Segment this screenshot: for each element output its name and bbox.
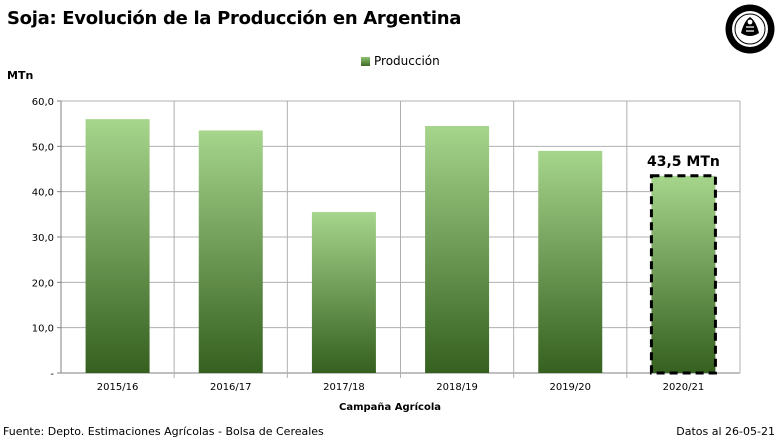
legend-swatch [361, 56, 370, 66]
x-tick-label: 2019/20 [549, 382, 591, 393]
y-tick-label: - [50, 369, 54, 380]
y-tick-label: 20,0 [32, 278, 54, 289]
y-tick-label: 50,0 [32, 142, 54, 153]
bolsa-de-cereales-logo [725, 4, 775, 54]
bar-2020-21 [649, 174, 717, 375]
x-tick-label: 2015/16 [97, 382, 139, 393]
chart-legend: Producción [361, 54, 440, 68]
bar-2018-19 [425, 125, 490, 373]
bar-2015-16 [85, 119, 150, 373]
bar-2019-20 [538, 150, 603, 373]
chart-title: Soja: Evolución de la Producción en Arge… [7, 8, 462, 29]
y-tick-label: 30,0 [32, 233, 54, 244]
y-tick-label: 40,0 [32, 188, 54, 199]
bar-2016-17 [198, 130, 263, 373]
x-axis-title: Campaña Agrícola [339, 402, 441, 413]
highlight-data-label: 43,5 MTn [647, 154, 720, 170]
x-tick-label: 2020/21 [663, 382, 705, 393]
x-tick-label: 2016/17 [210, 382, 252, 393]
y-axis-unit: MTn [7, 69, 34, 82]
legend-label: Producción [374, 54, 440, 68]
x-tick-label: 2018/19 [436, 382, 478, 393]
bar-2017-18 [311, 212, 376, 373]
y-tick-label: 10,0 [32, 324, 54, 335]
x-tick-label: 2017/18 [323, 382, 365, 393]
data-date: Datos al 26-05-21 [676, 425, 775, 438]
y-tick-label: 60,0 [32, 97, 54, 108]
source-note: Fuente: Depto. Estimaciones Agrícolas - … [3, 425, 324, 438]
